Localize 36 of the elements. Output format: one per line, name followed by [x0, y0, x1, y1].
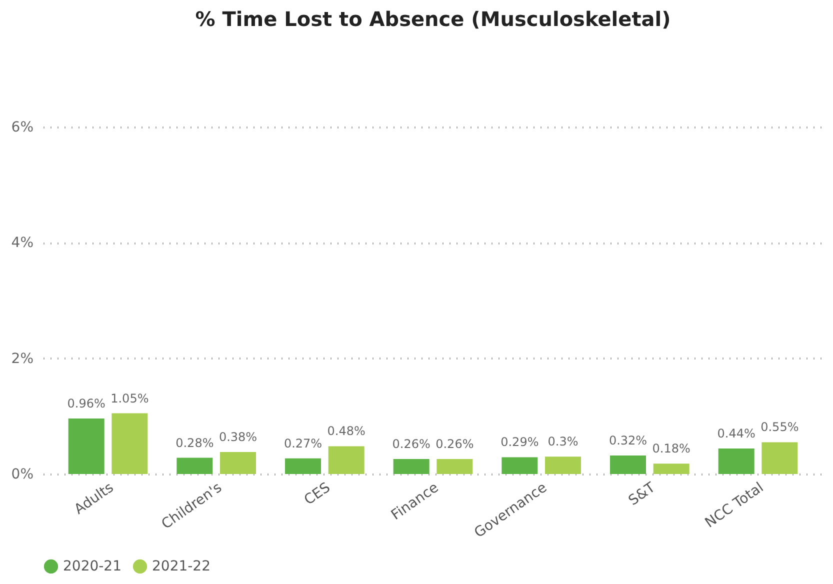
bar: [328, 446, 364, 474]
bar: [653, 464, 690, 474]
y-tick-label: 0%: [11, 466, 34, 482]
bar: [68, 418, 104, 474]
data-label: 0.3%: [548, 434, 578, 449]
data-label: 0.26%: [392, 436, 430, 451]
data-label: 0.96%: [67, 396, 106, 410]
data-label: 0.18%: [652, 442, 690, 456]
data-label: 0.55%: [760, 420, 799, 434]
data-label: 0.26%: [436, 436, 474, 451]
data-label: 0.27%: [284, 436, 322, 450]
bar: [718, 448, 754, 474]
data-label: 0.44%: [717, 426, 756, 441]
x-tick-label: CES: [302, 480, 334, 509]
data-label: 0.29%: [500, 435, 539, 450]
legend-label: 2021-22: [152, 558, 210, 574]
data-label: 0.38%: [218, 430, 258, 444]
data-label: 0.32%: [608, 433, 648, 448]
data-label: 0.48%: [327, 424, 366, 438]
bar: [176, 458, 213, 474]
bar: [502, 457, 538, 474]
bar: [610, 455, 646, 474]
bar: [393, 458, 430, 474]
bar: [436, 458, 473, 474]
data-label: 0.28%: [176, 436, 214, 450]
chart-title: % Time Lost to Absence (Musculoskeletal): [195, 7, 671, 31]
bar: [762, 442, 798, 474]
bar: [545, 456, 581, 474]
y-tick-label: 4%: [11, 235, 34, 252]
bar: [285, 458, 321, 474]
bar: [112, 413, 148, 474]
data-label: 1.05%: [110, 391, 149, 406]
y-tick-label: 2%: [11, 350, 34, 367]
bar: [220, 452, 256, 474]
legend-label: 2020-21: [63, 558, 122, 574]
y-tick-label: 6%: [11, 120, 34, 136]
